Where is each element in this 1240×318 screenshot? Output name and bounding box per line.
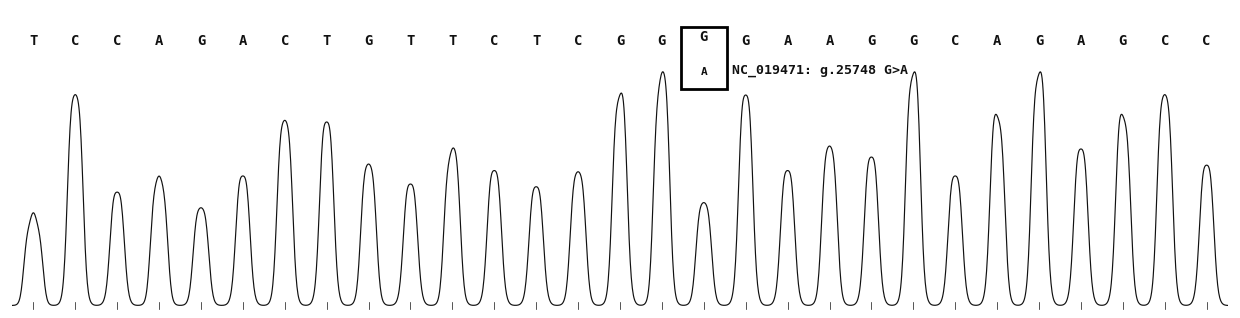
Text: C: C: [280, 34, 289, 48]
Text: G: G: [909, 34, 918, 48]
Text: G: G: [365, 34, 373, 48]
Text: T: T: [448, 34, 456, 48]
Text: T: T: [532, 34, 541, 48]
Text: T: T: [322, 34, 331, 48]
Text: T: T: [407, 34, 414, 48]
Text: A: A: [155, 34, 164, 48]
Text: G: G: [742, 34, 750, 48]
Text: C: C: [113, 34, 122, 48]
Text: NC_019471: g.25748 G>A: NC_019471: g.25748 G>A: [733, 64, 909, 77]
Text: G: G: [1118, 34, 1127, 48]
Text: A: A: [993, 34, 1002, 48]
Text: C: C: [951, 34, 960, 48]
Text: A: A: [784, 34, 792, 48]
Text: C: C: [490, 34, 498, 48]
Bar: [681, 26, 727, 89]
Text: G: G: [1035, 34, 1043, 48]
Text: G: G: [657, 34, 666, 48]
Text: G: G: [699, 31, 708, 45]
Text: T: T: [30, 34, 37, 48]
Text: G: G: [616, 34, 624, 48]
Text: C: C: [1203, 34, 1210, 48]
Text: C: C: [1161, 34, 1169, 48]
Text: A: A: [1076, 34, 1085, 48]
Text: C: C: [574, 34, 583, 48]
Text: G: G: [197, 34, 205, 48]
Text: A: A: [238, 34, 247, 48]
Text: G: G: [867, 34, 875, 48]
Text: A: A: [701, 67, 707, 77]
Text: A: A: [826, 34, 833, 48]
Text: C: C: [71, 34, 79, 48]
